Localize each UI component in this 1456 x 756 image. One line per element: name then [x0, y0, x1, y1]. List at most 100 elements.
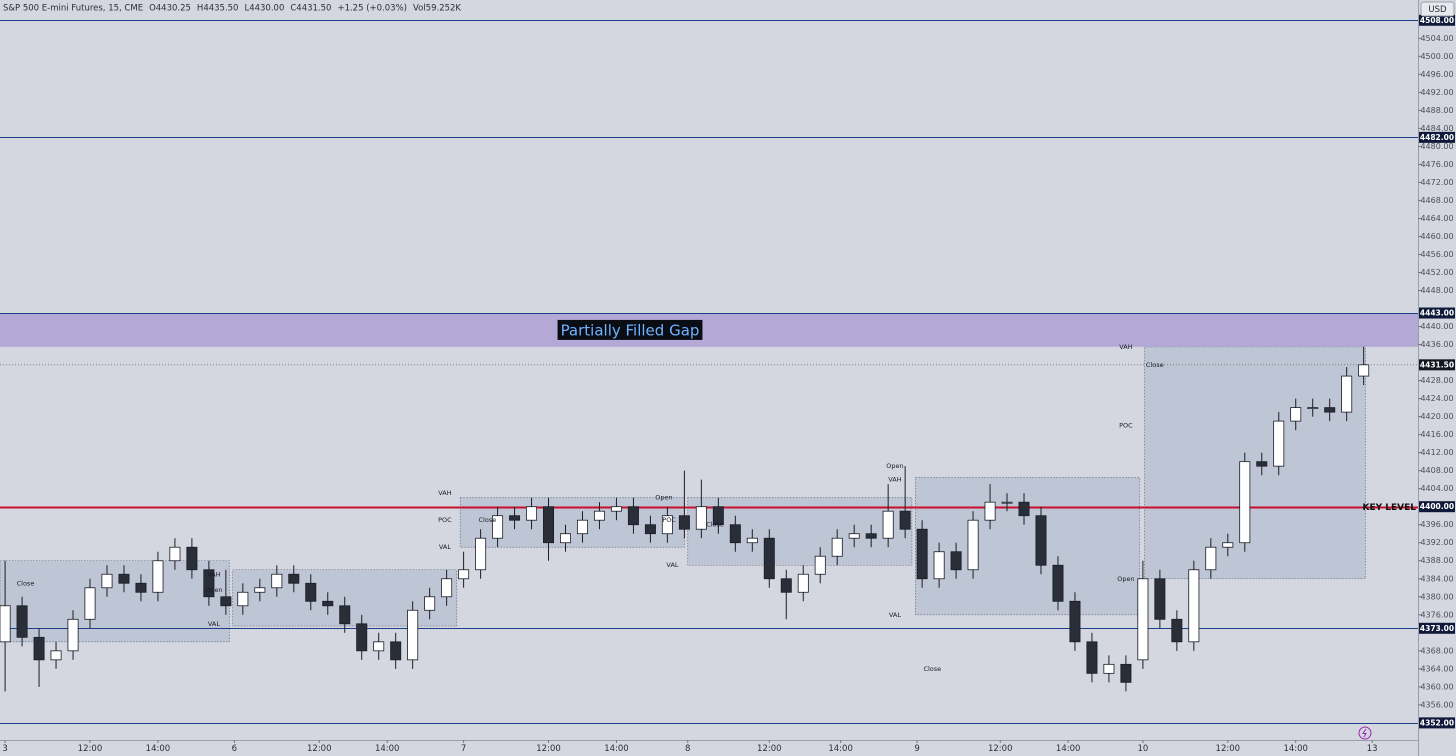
price-tag-label: 4482.00 [1420, 133, 1454, 142]
y-tick-label: 4424.00 [1420, 394, 1453, 403]
y-tick-label: 4500.00 [1420, 52, 1453, 61]
price-tag [1419, 131, 1455, 143]
level-text: KEY LEVEL [1362, 503, 1416, 513]
candle-body [1273, 420, 1285, 467]
candle-body [305, 582, 317, 602]
candle-body [780, 578, 792, 593]
value-area [915, 477, 1140, 616]
price-tag [1419, 359, 1455, 371]
x-tick-label: 6 [232, 744, 237, 754]
y-tick-label: 4476.00 [1420, 160, 1453, 169]
candle-body [814, 555, 826, 575]
currency-box[interactable] [1420, 1, 1455, 17]
y-tick-label: 4480.00 [1420, 142, 1453, 151]
profile-label: VAH [207, 570, 220, 578]
y-tick-label: 4448.00 [1420, 286, 1453, 295]
price-tag [1419, 307, 1455, 319]
candle-body [322, 600, 334, 607]
candle-body [288, 573, 300, 584]
x-tick-label: 12:00 [757, 744, 782, 754]
candle-body [627, 506, 639, 526]
candle-body [339, 605, 351, 625]
profile-label: VAH [1119, 343, 1132, 351]
candle-body [101, 573, 113, 589]
header-item: Vol59.252K [413, 4, 461, 14]
profile-label: VAL [889, 611, 901, 619]
y-tick-label: 4356.00 [1420, 700, 1453, 709]
candles-layer [0, 346, 1370, 692]
candle-body [220, 596, 232, 607]
candle-body [1018, 501, 1030, 517]
y-tick-label: 4452.00 [1420, 268, 1453, 277]
candle-body [1069, 600, 1081, 643]
candle-body [475, 537, 487, 571]
candle-body [1205, 546, 1217, 571]
x-tick-label: 14:00 [828, 744, 853, 754]
price-tag-label: 4373.00 [1420, 624, 1454, 633]
candle-body [797, 573, 809, 593]
y-tick-label: 4376.00 [1420, 610, 1453, 619]
candle-body [135, 582, 147, 593]
x-tick-label: 13 [1367, 744, 1378, 754]
y-tick-label: 4428.00 [1420, 376, 1453, 385]
candle-body [560, 533, 571, 544]
candle-body [152, 560, 164, 593]
profile-label: VAL [666, 561, 678, 569]
header-item: H4435.50 [197, 4, 239, 14]
candle-body [33, 636, 45, 661]
x-tick-label: 12:00 [307, 744, 332, 754]
y-tick-label: 4408.00 [1420, 466, 1453, 475]
candle-body [492, 515, 504, 539]
profile-label: Close [923, 665, 941, 673]
x-tick-label: 14:00 [1283, 744, 1308, 754]
y-tick-label: 4404.00 [1420, 484, 1453, 493]
candle-body [237, 591, 249, 607]
profile-label: VAH [888, 476, 901, 484]
candle-body [1035, 515, 1047, 566]
y-tick-label: 4380.00 [1420, 592, 1453, 601]
profile-label: Close [1146, 361, 1164, 369]
candle-body [16, 605, 28, 638]
candle-body [84, 587, 96, 620]
candle-body [458, 569, 470, 580]
profile-label: VAH [438, 489, 451, 497]
profile-label: POC [438, 516, 452, 524]
candle-body [271, 573, 283, 589]
candle-body [950, 551, 962, 571]
currency[interactable]: USD [1428, 5, 1447, 15]
x-tick-label: 14:00 [146, 744, 171, 754]
price-tag-label: 4443.00 [1420, 309, 1454, 318]
x-tick-label: 12:00 [988, 744, 1013, 754]
x-tick-label: 3 [2, 744, 7, 754]
price-tag [1419, 501, 1455, 513]
y-tick-label: 4472.00 [1420, 178, 1453, 187]
y-tick-label: 4464.00 [1420, 214, 1453, 223]
x-tick-label: 10 [1137, 744, 1148, 754]
candle-body [186, 546, 198, 571]
candle-body [1358, 364, 1370, 377]
y-tick-label: 4504.00 [1420, 34, 1453, 43]
candle-body [831, 537, 843, 557]
candle-body [678, 515, 690, 530]
value-area [0, 560, 230, 643]
candle-body [254, 587, 266, 593]
y-tick-label: 4456.00 [1420, 250, 1453, 259]
candle-body [984, 501, 996, 521]
alert-icon[interactable] [1358, 726, 1372, 740]
candle-body [441, 578, 453, 598]
candle-body [1120, 663, 1132, 683]
labels-layer: S&P 500 E-mini Futures, 15, CME O4430.25 H… [2, 4, 1455, 754]
y-tick-label: 4412.00 [1420, 448, 1453, 457]
candle-body [390, 641, 402, 661]
gap-label: Partially Filled Gap [561, 321, 700, 339]
profile-label: Open [205, 586, 222, 594]
candle-body [373, 641, 385, 652]
candle-body [729, 524, 741, 544]
price-tag-label: 4400.00 [1420, 502, 1454, 511]
price-tag [1419, 717, 1455, 729]
candle-body [1154, 578, 1166, 620]
x-tick-label: 12:00 [1216, 744, 1241, 754]
profile-label: Open [655, 494, 672, 502]
